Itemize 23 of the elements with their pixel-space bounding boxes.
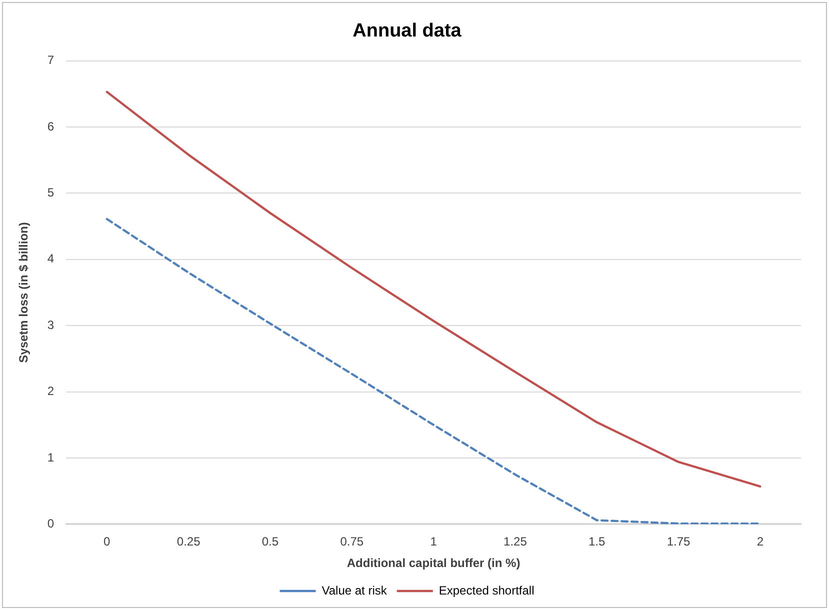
y-tick-label: 4 — [47, 252, 54, 266]
y-tick-label: 0 — [47, 516, 54, 531]
x-tick-label: 1.25 — [504, 534, 528, 549]
y-tick-label: 1 — [47, 450, 54, 464]
legend-label: Expected shortfall — [438, 583, 534, 598]
x-axis-title: Additional capital buffer (in %) — [346, 556, 520, 570]
y-axis-title: Sysetm loss (in $ billion) — [16, 222, 31, 363]
x-tick-label: 0.75 — [340, 534, 364, 549]
legend-label: Value at risk — [322, 583, 388, 598]
x-tick-label: 0.25 — [176, 534, 201, 549]
y-tick-label: 5 — [47, 186, 54, 200]
chart-title: Annual data — [352, 20, 462, 42]
y-tick-label: 6 — [47, 119, 54, 134]
x-tick-label: 1 — [430, 534, 438, 549]
line-series — [106, 218, 762, 524]
x-tick-label: 2 — [756, 534, 764, 549]
x-tick-label: 0.5 — [262, 534, 279, 549]
x-tick-label: 1.5 — [588, 534, 606, 549]
y-tick-label: 3 — [47, 318, 54, 332]
x-tick-label: 1.75 — [666, 534, 691, 549]
y-tick-label: 7 — [47, 53, 54, 68]
y-tick-label: 2 — [47, 384, 54, 398]
x-tick-label: 0 — [104, 534, 111, 549]
